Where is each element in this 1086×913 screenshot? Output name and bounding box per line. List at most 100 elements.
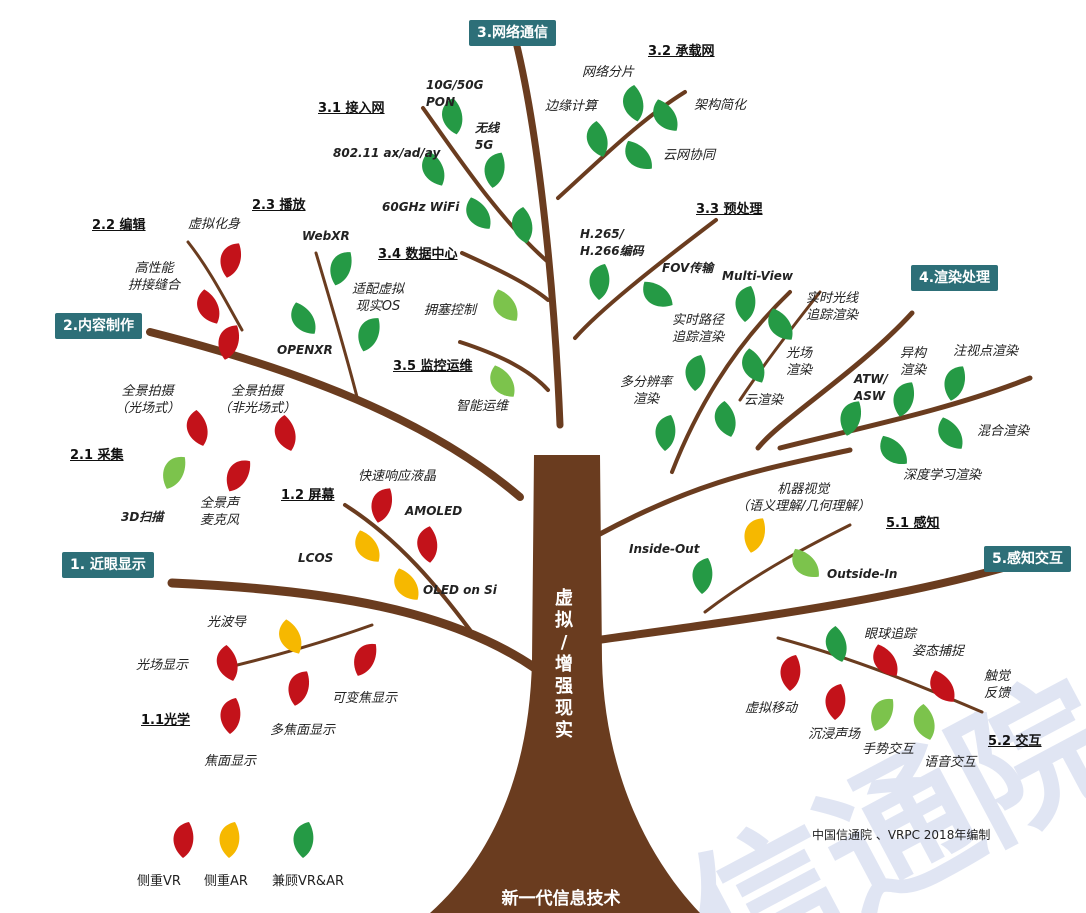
credit-text: 中国信通院 、VRPC 2018年编制 [812,828,991,842]
label-oled-si: OLED on Si [423,583,497,597]
leaf-icon [913,704,935,740]
leaf-icon [589,264,610,300]
legend-vr: 侧重VR [137,874,181,889]
label-fast-lcd: 快速响应液晶 [358,469,437,484]
leaf-icon [394,568,419,600]
sub-datacenter: 3.4 数据中心 [378,247,458,262]
leaf-icon [586,121,608,157]
leaf-icon [493,289,518,321]
label-rt-raytrace: 实时光线 追踪渲染 [806,291,859,323]
label-immersive-sound: 沉浸声场 [808,727,861,742]
label-multiview: Multi-View [722,269,793,283]
trunk-char: 拟 [555,610,573,631]
label-smart-ops: 智能运维 [456,399,509,414]
leaf-icon [768,308,793,340]
header-network: 3.网络通信 [469,20,557,46]
sub-capture: 2.1 采集 [70,448,124,463]
leaf-icon [330,252,352,286]
watermark: 信通院 [661,650,1086,913]
leaf-icon [692,558,713,594]
trunk-char: / [560,632,568,653]
leaf-icon [792,548,819,577]
leaf-icon [355,530,380,562]
leaf-icon [358,318,380,352]
leaf-icon [197,289,220,324]
label-pano-lightfield: 全景拍摄 （光场式） [115,384,181,416]
label-pose: 姿态捕捉 [912,644,965,659]
leaf-icon [944,366,966,401]
leaf-icon [274,415,296,451]
leaf-icon [417,526,438,563]
sub-screen: 1.2 屏幕 [281,488,335,503]
label-openxr: OPENXR [277,343,333,357]
label-pon: 10G/50G PON [426,78,484,109]
label-webxr: WebXR [302,229,350,243]
leaf-icon [840,401,862,436]
leaf-icon [291,302,316,334]
root-title: 新一代信息技术 [501,889,621,909]
label-focal: 焦面显示 [204,754,257,769]
leaf-icon [173,822,194,858]
sub-edit: 2.2 编辑 [92,218,146,233]
label-outside-in: Outside-In [827,567,898,581]
header-content: 2.内容制作 [55,313,143,339]
sub-access: 3.1 接入网 [318,101,385,116]
leaf-icon [218,325,240,360]
leaf-icon [288,671,310,706]
trunk-char: 实 [555,720,573,741]
trunk-char: 虚 [555,588,573,609]
label-h265: H.265/H.266编码 [580,227,644,258]
leaf-icon [623,85,644,122]
leaf-icon [930,670,955,702]
trunk-title: 虚拟 / 增强现实 [542,588,586,742]
label-fov: FOV传输 [662,261,714,275]
label-cloud-network: 云网协同 [663,148,716,163]
leaf-icon [490,365,515,397]
leaf-icon [186,410,208,446]
branches [146,38,1034,714]
leaf-icon [873,644,898,676]
leaf-icon [643,281,673,307]
leaf-icon [219,822,240,858]
sub-interact: 5.2 交互 [988,734,1042,749]
leaf-icon [512,207,533,244]
leaf-icon [484,152,505,188]
label-machine-vision: 机器视觉 （语义理解/几何理解） [736,482,871,514]
label-atw: ATW/ASW [854,372,888,403]
trunk-char: 增 [555,654,573,675]
sub-perception: 5.1 感知 [886,516,940,531]
leaf-icon [871,699,894,731]
leaf-icon [735,286,756,322]
label-locomotion: 虚拟移动 [745,701,798,716]
leaf-icon [442,98,463,135]
sub-optics: 1.1光学 [141,713,191,728]
trunk [430,455,700,913]
label-lcos: LCOS [298,551,334,565]
leaf-icon [220,243,242,278]
label-multifocal: 多焦面显示 [270,723,336,738]
leaf-icon [880,435,907,464]
leaf-icon [293,822,314,858]
legend-both: 兼顾VR&AR [272,874,344,889]
leaf-icon [216,645,238,681]
leaves [163,85,966,858]
header-render: 4.渲染处理 [911,265,999,291]
leaf-icon [780,655,801,691]
leaf-icon [893,382,915,417]
sub-monitor: 3.5 监控运维 [393,359,473,374]
label-avatar: 虚拟化身 [188,217,241,232]
header-near-eye: 1. 近眼显示 [62,552,154,578]
label-gesture: 手势交互 [862,742,915,757]
label-varifocal: 可变焦显示 [332,691,398,706]
trunk-char: 现 [555,698,573,719]
label-hetero-render: 异构 渲染 [900,346,927,378]
leaf-icon [653,99,678,131]
label-lightfield-display: 光场显示 [136,658,189,673]
leaf-icon [825,626,847,662]
leaf-icon [422,151,445,186]
label-wifi-60g: 60GHz WiFi [382,200,460,214]
label-3d-scan: 3D扫描 [121,510,164,524]
label-foveated: 注视点渲染 [953,344,1019,359]
trunk-char: 强 [555,676,573,697]
